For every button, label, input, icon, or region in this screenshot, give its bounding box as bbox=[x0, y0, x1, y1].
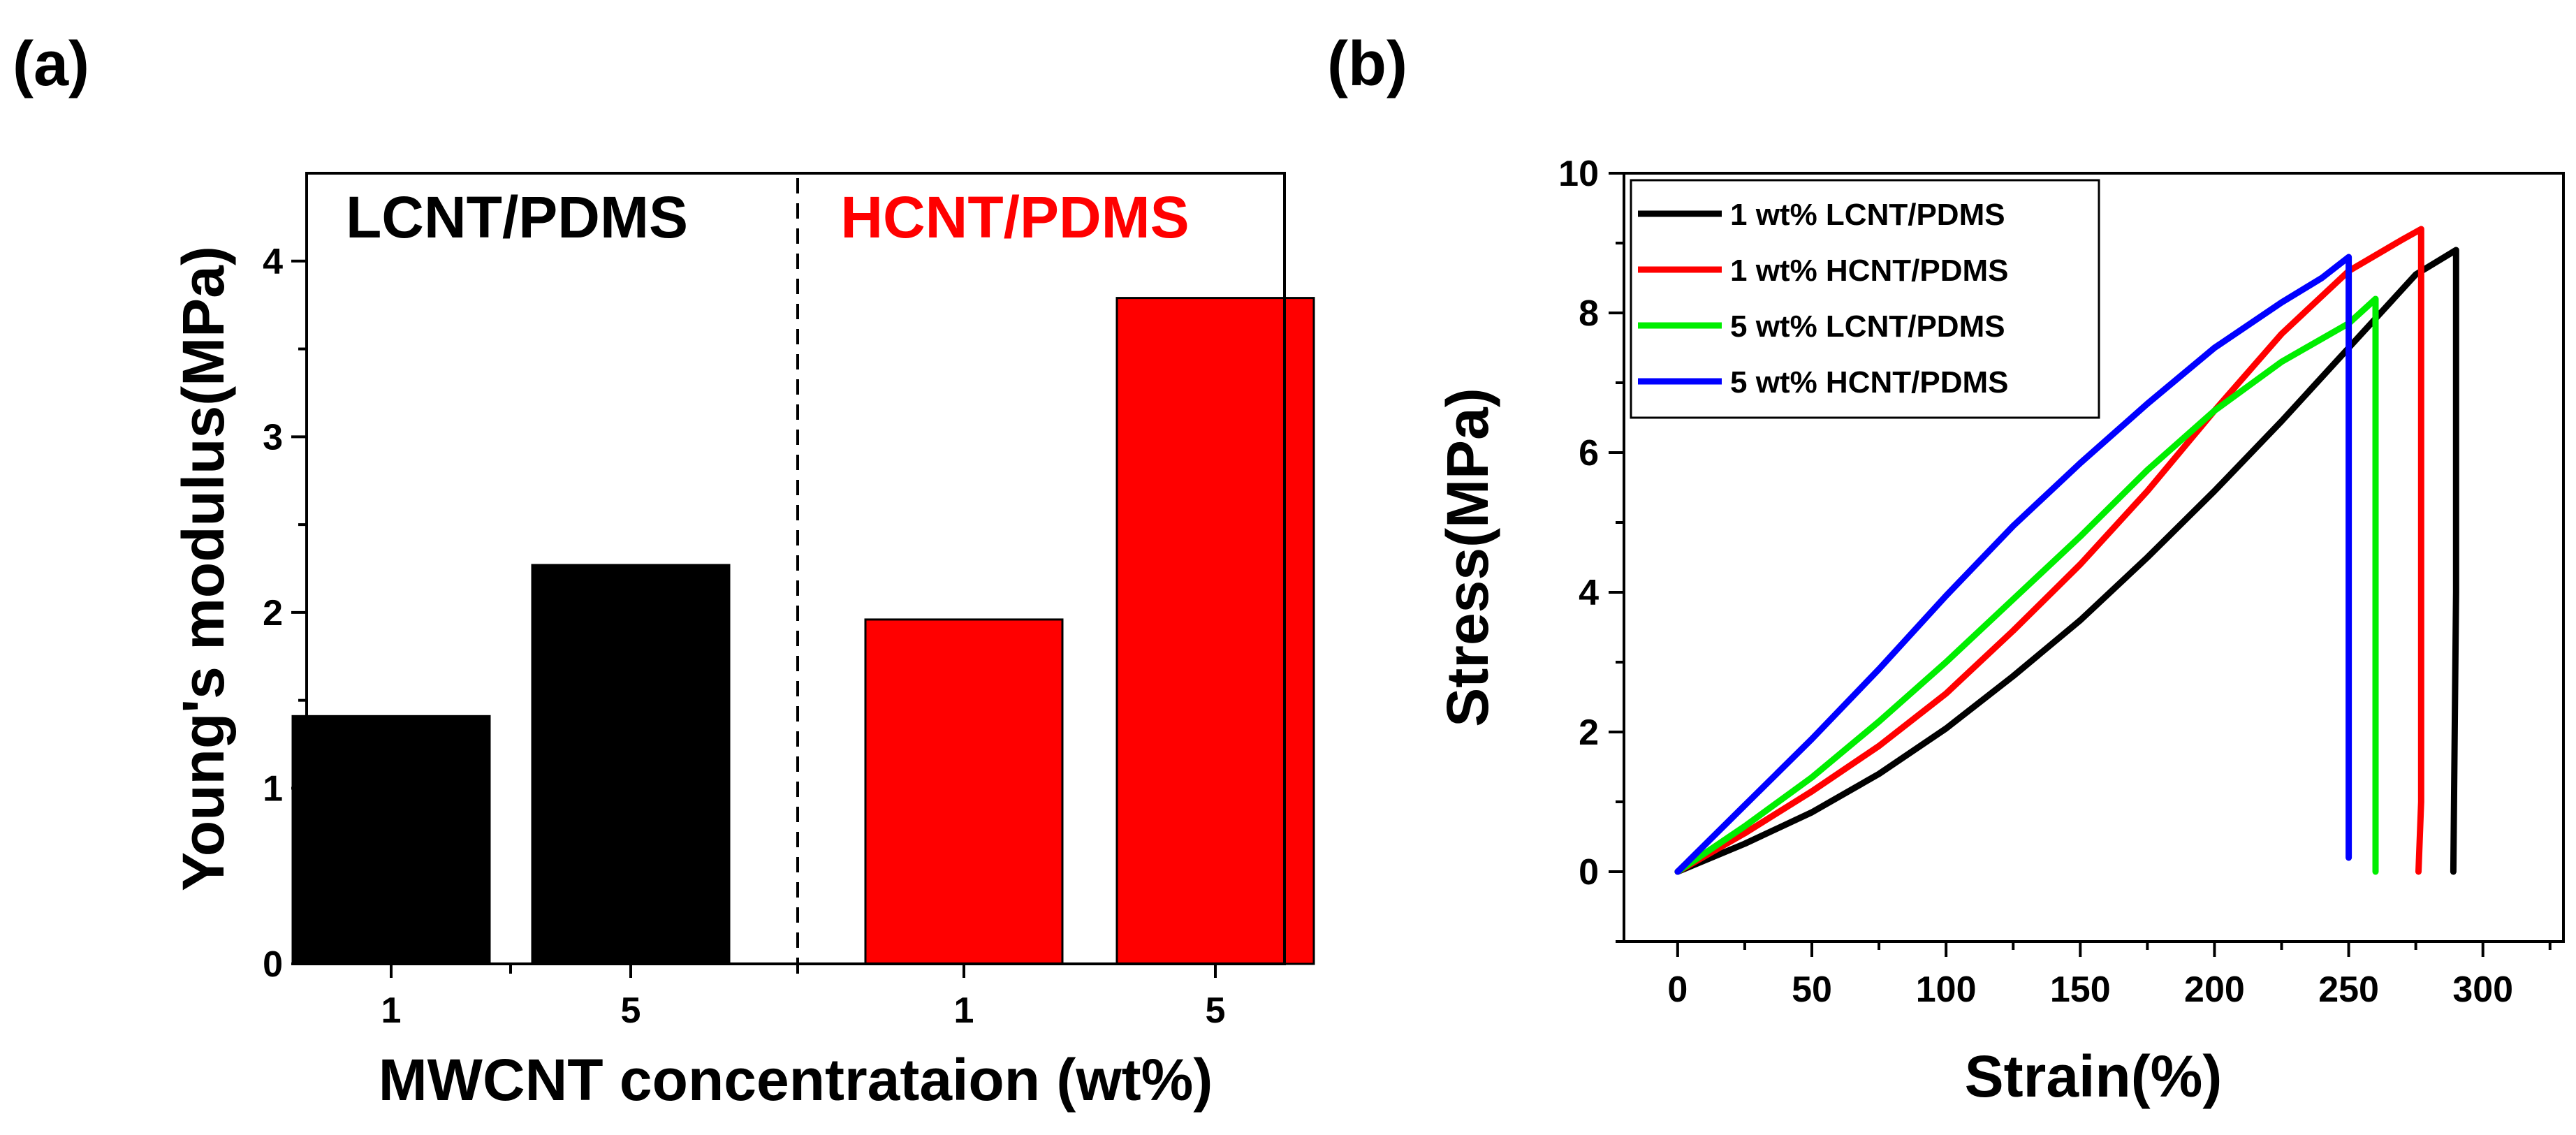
b-plot-frame bbox=[1623, 172, 2565, 943]
a-xtick-label: 1 bbox=[381, 990, 402, 1031]
b-ytick-label: 4 bbox=[1579, 573, 1599, 613]
b-legend-label: 5 wt% LCNT/PDMS bbox=[1730, 309, 2005, 344]
a-ytick-label: 2 bbox=[263, 593, 283, 634]
a-xtick-label: 5 bbox=[621, 990, 641, 1031]
b-xtick-label: 250 bbox=[2318, 969, 2379, 1010]
b-legend-label: 5 wt% HCNT/PDMS bbox=[1730, 365, 2008, 400]
b-xtick-label: 200 bbox=[2184, 969, 2245, 1010]
a-ticks: 0 1 2 3 4 1 5 1 5 bbox=[263, 242, 1225, 1031]
a-ytick-label: 3 bbox=[263, 417, 283, 457]
a-group-label-lcnt: LCNT/PDMS bbox=[346, 184, 688, 250]
b-series-line-1 bbox=[1674, 247, 2459, 875]
a-xtick-label: 1 bbox=[954, 990, 974, 1031]
a-xtick-label: 5 bbox=[1206, 990, 1226, 1031]
b-xtick-label: 50 bbox=[1792, 969, 1832, 1010]
a-bar-1 bbox=[291, 715, 491, 965]
b-legend-box bbox=[1630, 179, 2100, 419]
b-ytick-label: 8 bbox=[1579, 293, 1599, 334]
b-series-line-4 bbox=[1674, 254, 2352, 875]
b-ytick-label: 6 bbox=[1579, 433, 1599, 474]
a-x-axis-title: MWCNT concentrataion (wt%) bbox=[379, 1047, 1213, 1113]
panel-b-label: (b) bbox=[1327, 29, 1407, 99]
b-xtick-label: 300 bbox=[2452, 969, 2513, 1010]
b-lines bbox=[1674, 226, 2459, 875]
b-ytick-label: 2 bbox=[1579, 712, 1599, 753]
b-legend-label: 1 wt% HCNT/PDMS bbox=[1730, 254, 2008, 288]
b-ytick-label: 0 bbox=[1579, 852, 1599, 893]
a-bars bbox=[291, 297, 1315, 965]
b-series-line-3 bbox=[1674, 295, 2379, 875]
a-plot-frame bbox=[305, 172, 1286, 965]
b-ytick-label: 10 bbox=[1558, 154, 1599, 194]
a-ytick-label: 4 bbox=[263, 242, 283, 282]
a-bar-4 bbox=[1115, 297, 1315, 965]
chart-b-stress-strain: 0 50 100 150 200 250 300 0 2 4 6 8 10 1 wt% LCNT/PDM… bbox=[1435, 154, 2565, 1109]
b-xtick-label: 0 bbox=[1667, 969, 1688, 1010]
chart-a-young-modulus: 0 1 2 3 4 1 5 1 5 LCNT/PDMS HCNT/PDMS MWCNT conc… bbox=[170, 172, 1315, 1113]
a-ytick-label: 1 bbox=[263, 768, 283, 809]
a-y-axis-title: Young's modulus(MPa) bbox=[170, 246, 236, 891]
b-legend: 1 wt% LCNT/PDMS 1 wt% HCNT/PDMS 5 wt% LCNT… bbox=[1630, 179, 2100, 419]
b-legend-label: 1 wt% LCNT/PDMS bbox=[1730, 198, 2005, 232]
a-group-label-hcnt: HCNT/PDMS bbox=[840, 184, 1189, 250]
a-bar-3 bbox=[864, 618, 1064, 965]
a-ytick-label: 0 bbox=[263, 944, 283, 985]
b-series-line-2 bbox=[1674, 226, 2424, 875]
b-ticks: 0 50 100 150 200 250 300 0 2 4 6 8 10 bbox=[1558, 154, 2552, 1010]
panel-a-label: (a) bbox=[13, 29, 89, 99]
b-xtick-label: 150 bbox=[2050, 969, 2111, 1010]
a-bar-2 bbox=[531, 564, 731, 965]
b-x-axis-title: Strain(%) bbox=[1965, 1044, 2223, 1109]
b-xtick-label: 100 bbox=[1916, 969, 1977, 1010]
b-y-axis-title: Stress(MPa) bbox=[1435, 388, 1500, 727]
